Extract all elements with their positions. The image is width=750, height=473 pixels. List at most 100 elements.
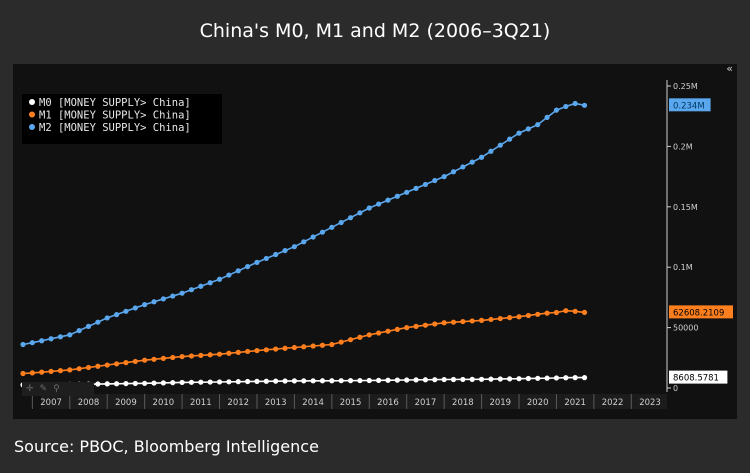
series-point-1 bbox=[226, 350, 232, 356]
chart-title: China's M0, M1 and M2 (2006–3Q21) bbox=[199, 20, 551, 42]
series-point-0 bbox=[310, 378, 316, 384]
series-point-2 bbox=[188, 287, 195, 293]
series-point-1 bbox=[282, 345, 288, 351]
series-point-0 bbox=[104, 381, 110, 387]
x-tick-label: 2020 bbox=[527, 398, 549, 408]
series-point-0 bbox=[478, 376, 485, 382]
series-point-2 bbox=[132, 305, 138, 311]
series-point-1 bbox=[29, 370, 35, 376]
zoom-icon[interactable]: ⚲ bbox=[53, 384, 60, 394]
x-tick-label: 2015 bbox=[340, 398, 362, 408]
source-note: Source: PBOC, Bloomberg Intelligence bbox=[14, 437, 319, 456]
series-point-0 bbox=[113, 381, 120, 387]
series-point-2 bbox=[67, 332, 73, 338]
x-tick-label: 2014 bbox=[302, 398, 324, 408]
series-point-2 bbox=[85, 323, 92, 329]
crosshair-icon[interactable]: ✛ bbox=[26, 384, 34, 394]
series-point-1 bbox=[376, 330, 382, 336]
series-point-2 bbox=[113, 312, 120, 318]
series-point-1 bbox=[132, 358, 138, 365]
series-point-2 bbox=[160, 296, 166, 302]
series-point-2 bbox=[170, 293, 176, 299]
last-value-label-0: 8608.5781 bbox=[673, 374, 719, 384]
series-point-0 bbox=[216, 379, 223, 385]
series-point-1 bbox=[273, 346, 279, 352]
x-tick-label: 2010 bbox=[153, 398, 175, 408]
y-tick-label: 0.2M bbox=[673, 142, 693, 151]
series-point-1 bbox=[301, 344, 307, 350]
x-tick-label: 2012 bbox=[227, 398, 249, 408]
series-point-2 bbox=[497, 142, 503, 148]
x-tick-label: 2022 bbox=[602, 398, 624, 408]
series-point-2 bbox=[507, 136, 513, 142]
series-point-0 bbox=[432, 377, 438, 383]
series-point-1 bbox=[57, 368, 64, 374]
series-point-0 bbox=[460, 376, 466, 383]
legend-label-2: M2 [MONEY SUPPLY> China] bbox=[39, 122, 191, 134]
series-point-1 bbox=[441, 320, 447, 326]
series-point-1 bbox=[142, 357, 148, 363]
series-point-0 bbox=[525, 375, 531, 382]
series-point-2 bbox=[563, 103, 569, 110]
series-point-0 bbox=[366, 377, 372, 384]
series-point-2 bbox=[301, 239, 307, 245]
chart-panel: « 0 50000 0.1M 0.15M 0.2M 0.25M 2007 2008 2009 20… bbox=[13, 62, 737, 419]
double-chevron-icon[interactable]: « bbox=[726, 62, 733, 75]
series-point-2 bbox=[76, 328, 82, 334]
series-point-1 bbox=[357, 334, 363, 340]
series-point-1 bbox=[151, 356, 157, 362]
series-point-2 bbox=[151, 299, 157, 305]
series-point-0 bbox=[263, 378, 269, 384]
series-point-2 bbox=[385, 197, 391, 203]
series-point-0 bbox=[469, 376, 475, 382]
series-point-2 bbox=[525, 126, 531, 132]
series-point-1 bbox=[207, 352, 213, 358]
series-point-2 bbox=[198, 283, 204, 289]
series-point-1 bbox=[507, 315, 513, 321]
y-tick-label: 0.15M bbox=[673, 203, 698, 212]
x-tick-label: 2011 bbox=[190, 398, 212, 408]
series-point-2 bbox=[29, 340, 35, 346]
legend-label-1: M1 [MONEY SUPPLY> China] bbox=[39, 110, 191, 122]
series-point-1 bbox=[198, 352, 204, 358]
y-tick-label: 50000 bbox=[673, 324, 698, 333]
series-point-2 bbox=[460, 164, 466, 170]
series-point-0 bbox=[488, 376, 494, 382]
series-point-0 bbox=[497, 376, 503, 382]
series-point-2 bbox=[104, 315, 110, 321]
series-point-2 bbox=[95, 319, 101, 325]
x-tick-label: 2008 bbox=[78, 398, 100, 408]
panel-toolbar bbox=[13, 64, 737, 76]
series-point-1 bbox=[310, 343, 316, 349]
series-point-1 bbox=[460, 318, 466, 325]
series-point-2 bbox=[404, 189, 410, 195]
series-point-0 bbox=[254, 378, 260, 384]
series-point-0 bbox=[563, 375, 569, 381]
series-point-0 bbox=[123, 380, 129, 387]
series-point-1 bbox=[170, 354, 176, 361]
series-point-0 bbox=[338, 378, 344, 384]
series-point-1 bbox=[48, 368, 54, 374]
series-point-1 bbox=[553, 309, 560, 316]
series-point-2 bbox=[544, 114, 550, 121]
pencil-icon[interactable]: ✎ bbox=[39, 384, 48, 394]
series-point-2 bbox=[394, 193, 400, 199]
series-point-2 bbox=[273, 251, 279, 258]
x-tick-label: 2017 bbox=[415, 398, 437, 408]
x-tick-label: 2018 bbox=[452, 398, 474, 408]
series-point-1 bbox=[478, 317, 485, 323]
series-point-2 bbox=[235, 268, 241, 274]
series-point-2 bbox=[291, 244, 297, 250]
series-point-0 bbox=[235, 379, 241, 385]
series-point-1 bbox=[160, 355, 166, 362]
legend-marker-2 bbox=[29, 124, 35, 130]
series-point-1 bbox=[563, 308, 569, 314]
series-point-1 bbox=[488, 316, 494, 323]
series-point-2 bbox=[572, 100, 578, 107]
series-point-1 bbox=[20, 370, 26, 377]
x-tick-label: 2009 bbox=[115, 398, 137, 408]
series-point-1 bbox=[469, 318, 475, 324]
series-point-2 bbox=[245, 263, 251, 270]
series-point-0 bbox=[516, 376, 522, 382]
series-point-0 bbox=[245, 378, 251, 385]
